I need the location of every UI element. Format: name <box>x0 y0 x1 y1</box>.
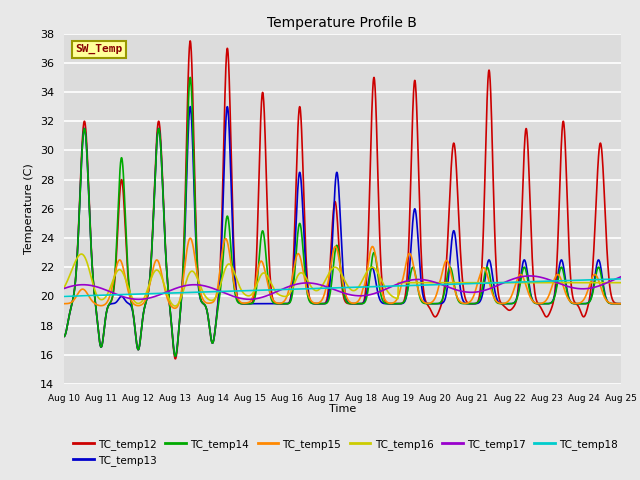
X-axis label: Time: Time <box>329 404 356 414</box>
TC_temp17 <box>331 287 339 293</box>
TC_temp15 <box>186 235 194 241</box>
TC_temp17 <box>602 281 609 287</box>
Line: TC_temp15: TC_temp15 <box>64 238 621 308</box>
TC_temp12 <box>332 199 339 205</box>
TC_temp16 <box>317 285 324 291</box>
TC_temp18 <box>88 293 96 299</box>
Y-axis label: Temperature (C): Temperature (C) <box>24 163 35 254</box>
TC_temp12 <box>186 38 194 44</box>
TC_temp14 <box>601 292 609 298</box>
TC_temp18 <box>617 276 625 282</box>
TC_temp17 <box>316 282 324 288</box>
TC_temp13 <box>88 267 96 273</box>
TC_temp17 <box>60 286 68 291</box>
TC_temp14 <box>332 247 339 253</box>
TC_temp17 <box>617 274 625 280</box>
TC_temp13 <box>617 301 625 307</box>
Line: TC_temp13: TC_temp13 <box>64 107 621 356</box>
TC_temp13 <box>332 180 339 186</box>
TC_temp15 <box>171 305 179 311</box>
TC_temp16 <box>77 251 85 257</box>
TC_temp13 <box>172 353 179 359</box>
TC_temp16 <box>332 264 339 270</box>
TC_temp18 <box>60 293 68 300</box>
Legend: TC_temp12, TC_temp13, TC_temp14, TC_temp15, TC_temp16, TC_temp17, TC_temp18: TC_temp12, TC_temp13, TC_temp14, TC_temp… <box>69 435 621 470</box>
TC_temp18 <box>601 276 609 282</box>
TC_temp12 <box>602 211 609 217</box>
TC_temp16 <box>60 285 68 290</box>
TC_temp12 <box>317 301 324 307</box>
TC_temp14 <box>88 267 96 273</box>
TC_temp14 <box>499 301 507 307</box>
TC_temp18 <box>600 276 608 282</box>
TC_temp17 <box>499 280 506 286</box>
TC_temp16 <box>172 303 179 309</box>
TC_temp13 <box>186 104 194 109</box>
TC_temp12 <box>88 265 96 271</box>
TC_temp13 <box>602 292 609 298</box>
TC_temp16 <box>89 280 97 286</box>
TC_temp16 <box>601 280 609 286</box>
TC_temp17 <box>88 283 96 288</box>
TC_temp14 <box>602 294 609 300</box>
TC_temp14 <box>172 353 179 359</box>
TC_temp12 <box>499 302 507 308</box>
TC_temp14 <box>60 334 68 339</box>
TC_temp12 <box>60 334 68 339</box>
Line: TC_temp14: TC_temp14 <box>64 77 621 356</box>
TC_temp14 <box>617 301 625 307</box>
TC_temp18 <box>316 286 324 291</box>
TC_temp17 <box>526 273 534 279</box>
TC_temp16 <box>499 280 507 286</box>
TC_temp15 <box>617 301 625 307</box>
Line: TC_temp17: TC_temp17 <box>64 276 621 300</box>
TC_temp18 <box>331 285 339 291</box>
Text: SW_Temp: SW_Temp <box>75 44 122 54</box>
TC_temp17 <box>601 281 609 287</box>
TC_temp15 <box>601 295 609 301</box>
TC_temp12 <box>617 301 625 307</box>
Line: TC_temp16: TC_temp16 <box>64 254 621 306</box>
Line: TC_temp18: TC_temp18 <box>64 279 621 296</box>
TC_temp17 <box>135 297 143 302</box>
TC_temp16 <box>617 280 625 286</box>
Title: Temperature Profile B: Temperature Profile B <box>268 16 417 30</box>
TC_temp15 <box>602 296 609 301</box>
TC_temp18 <box>499 280 506 286</box>
TC_temp15 <box>317 299 324 304</box>
TC_temp15 <box>60 301 68 307</box>
TC_temp15 <box>88 299 96 304</box>
TC_temp15 <box>332 244 339 250</box>
TC_temp15 <box>499 300 507 306</box>
TC_temp13 <box>60 334 68 339</box>
TC_temp13 <box>601 291 609 297</box>
TC_temp16 <box>602 280 609 286</box>
Line: TC_temp12: TC_temp12 <box>64 41 621 359</box>
TC_temp13 <box>499 301 507 307</box>
TC_temp12 <box>172 356 179 362</box>
TC_temp13 <box>317 301 324 307</box>
TC_temp12 <box>601 205 609 211</box>
TC_temp14 <box>186 74 194 80</box>
TC_temp14 <box>317 301 324 307</box>
